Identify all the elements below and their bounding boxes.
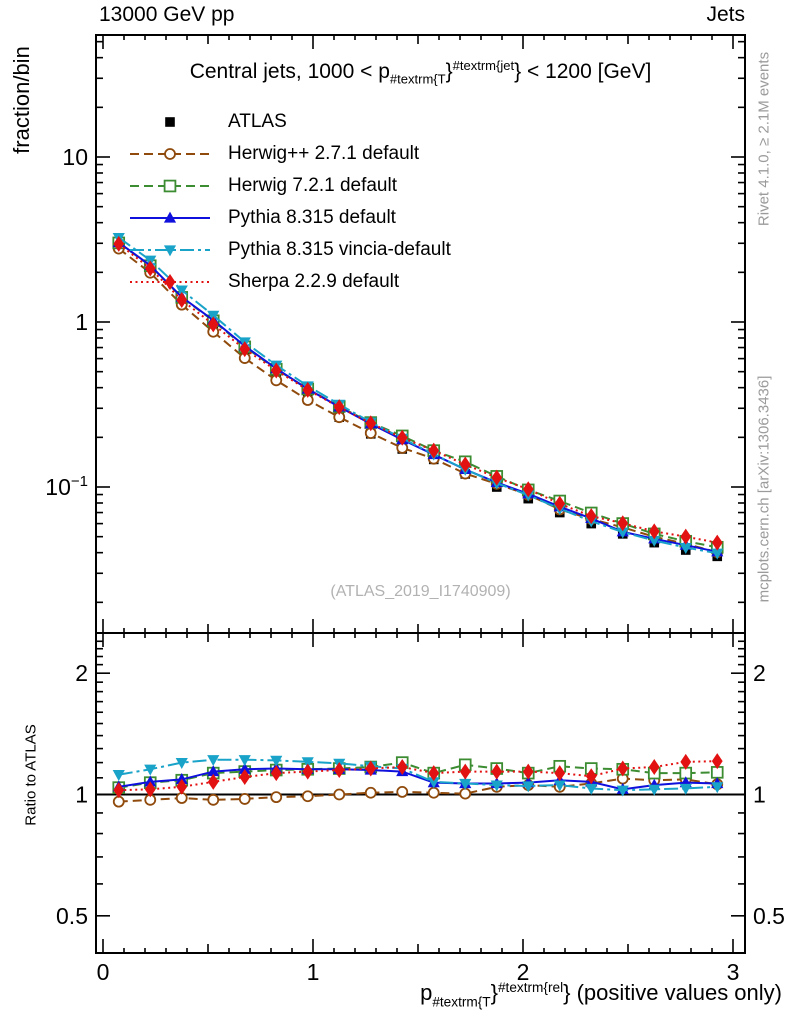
svg-text:0: 0 — [97, 959, 110, 985]
axis-tick-labels: 0 1 2 3 10 1 10−1 2 2 1 1 0.5 0.5 — [45, 144, 785, 985]
panel-title-prefix: Central jets, 1000 < p — [189, 59, 390, 83]
panel-title: Central jets, 1000 < p#textrm{T}#textrm{… — [96, 58, 745, 87]
series-pythia-8-315-default — [112, 236, 724, 794]
series-herwig-7-2-1-default — [112, 236, 724, 794]
axis-ticks — [96, 35, 745, 953]
x-axis-title-brace: } — [490, 980, 498, 1006]
legend: ATLAS Herwig++ 2.7.1 default Herwig 7.2.… — [128, 106, 451, 298]
legend-label-pythia: Pythia 8.315 default — [228, 207, 396, 228]
x-axis-title-subscript: #textrm{T — [432, 994, 491, 1010]
legend-label-herwig7: Herwig 7.2.1 default — [228, 175, 397, 196]
legend-marker-herwig7-icon — [128, 176, 212, 196]
panel-title-subscript: #textrm{T — [389, 71, 446, 87]
legend-marker-sherpa-icon — [128, 272, 212, 292]
panel-title-superscript: #textrm{jet — [452, 58, 515, 73]
svg-text:0.5: 0.5 — [56, 903, 88, 929]
svg-text:10: 10 — [62, 144, 88, 170]
svg-text:0.5: 0.5 — [753, 903, 785, 929]
svg-text:1: 1 — [753, 782, 766, 808]
svg-text:3: 3 — [727, 959, 740, 985]
legend-item-sherpa: Sherpa 2.2.9 default — [128, 266, 451, 298]
svg-text:2: 2 — [753, 660, 766, 686]
legend-label-atlas: ATLAS — [228, 111, 287, 132]
main-y-axis-title: fraction/bin — [9, 46, 34, 154]
legend-marker-vincia-icon — [128, 240, 212, 260]
x-axis-title-suffix: } (positive values only) — [563, 980, 782, 1006]
legend-item-vincia: Pythia 8.315 vincia-default — [128, 234, 451, 266]
x-axis-title-p: p — [420, 980, 433, 1006]
legend-label-vincia: Pythia 8.315 vincia-default — [228, 239, 451, 260]
mcplots-reference-note: mcplots.cern.ch [arXiv:1306.3436] — [755, 375, 773, 603]
series-pythia-8-315-vincia-default — [112, 232, 724, 797]
series-herwig-2-7-1-default — [112, 242, 724, 808]
panel-title-suffix: } < 1200 [GeV] — [514, 59, 652, 83]
panel-title-brace: } — [445, 59, 453, 83]
analysis-group-label: Jets — [706, 3, 745, 26]
axes-frame — [95, 34, 746, 954]
legend-item-pythia: Pythia 8.315 default — [128, 202, 451, 234]
svg-text:1: 1 — [75, 782, 88, 808]
svg-text:2: 2 — [517, 959, 530, 985]
svg-text:1: 1 — [307, 959, 320, 985]
series-sherpa-2-2-9-default — [113, 235, 723, 799]
rivet-version-note: Rivet 4.1.0, ≥ 2.1M events — [755, 51, 773, 227]
beam-energy-label: 13000 GeV pp — [99, 3, 235, 26]
legend-item-atlas: ATLAS — [128, 106, 451, 138]
ratio-y-axis-title: Ratio to ATLAS — [22, 724, 40, 826]
legend-marker-pythia-icon — [128, 208, 212, 228]
legend-item-herwigpp: Herwig++ 2.7.1 default — [128, 138, 451, 170]
legend-label-sherpa: Sherpa 2.2.9 default — [228, 271, 400, 292]
analysis-id-watermark: (ATLAS_2019_I1740909) — [330, 583, 511, 600]
x-axis-title-superscript: #textrm{rel — [497, 980, 564, 995]
legend-marker-herwigpp-icon — [128, 144, 212, 164]
x-axis-title: p#textrm{T}#textrm{rel} (positive values… — [420, 980, 782, 1009]
svg-text:1: 1 — [75, 309, 88, 335]
legend-item-herwig7: Herwig 7.2.1 default — [128, 170, 451, 202]
legend-label-herwigpp: Herwig++ 2.7.1 default — [228, 143, 420, 164]
svg-text:2: 2 — [75, 660, 88, 686]
svg-text:10−1: 10−1 — [45, 473, 88, 500]
legend-marker-atlas-icon — [128, 112, 212, 132]
